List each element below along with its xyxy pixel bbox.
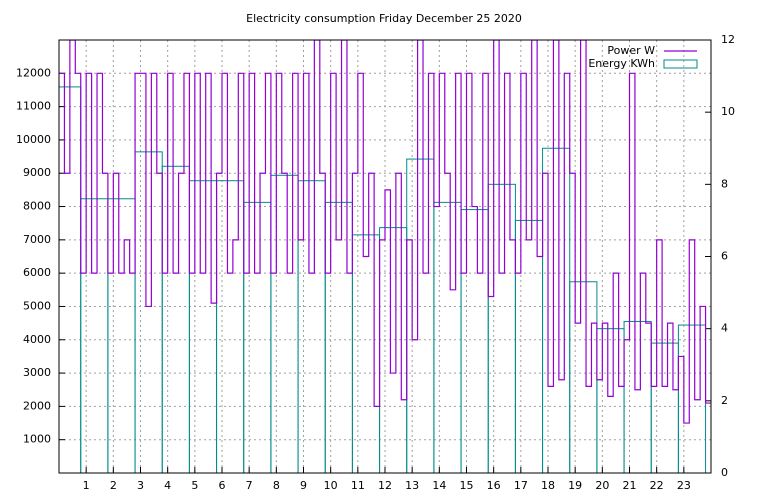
energy-box [324, 201, 353, 473]
y-tick-label: 7000 [23, 233, 51, 246]
energy-box [542, 147, 571, 473]
y-tick-label: 3000 [23, 366, 51, 379]
x-tick-label: 7 [246, 479, 253, 492]
energy-box [188, 180, 218, 473]
energy-box [596, 328, 625, 473]
energy-box [351, 234, 381, 473]
energy-box [297, 180, 326, 473]
energy-box [623, 320, 652, 473]
energy-box [677, 324, 707, 473]
x-tick-label: 6 [219, 479, 226, 492]
x-tick-label: 8 [273, 479, 280, 492]
x-tick-label: 16 [487, 479, 501, 492]
y-tick-label: 1000 [23, 433, 51, 446]
legend-label: Energy KWh [588, 57, 655, 70]
energy-box [460, 209, 489, 473]
x-tick-label: 12 [378, 479, 392, 492]
x-tick-label: 20 [595, 479, 609, 492]
energy-box [569, 281, 598, 473]
y-tick-label: 5000 [23, 299, 51, 312]
y-tick-label: 8000 [23, 200, 51, 213]
y2-tick-label: 12 [721, 33, 735, 46]
plot-border [58, 39, 712, 474]
x-tick-label: 18 [541, 479, 555, 492]
y2-tick-label: 0 [721, 466, 728, 479]
y-tick-label: 2000 [23, 399, 51, 412]
energy-box [134, 151, 163, 473]
x-tick-label: 15 [460, 479, 474, 492]
y-tick-label: 11000 [16, 100, 51, 113]
y2-tick-label: 4 [721, 322, 728, 335]
energy-box [650, 342, 679, 473]
x-tick-label: 17 [514, 479, 528, 492]
power-line [59, 40, 711, 424]
energy-box [379, 227, 408, 473]
energy-box [161, 165, 190, 473]
x-tick-label: 11 [351, 479, 365, 492]
energy-box [59, 86, 82, 473]
energy-box [270, 174, 299, 473]
x-tick-label: 13 [405, 479, 419, 492]
energy-box [216, 180, 245, 473]
x-tick-label: 9 [300, 479, 307, 492]
energy-box [433, 201, 462, 473]
x-tick-label: 4 [164, 479, 171, 492]
x-tick-label: 19 [568, 479, 582, 492]
x-tick-label: 5 [191, 479, 198, 492]
x-tick-label: 2 [110, 479, 117, 492]
energy-box [514, 219, 544, 473]
y2-tick-label: 8 [721, 177, 728, 190]
chart-title: Electricity consumption Friday December … [246, 12, 522, 25]
y-tick-label: 12000 [16, 66, 51, 79]
y-tick-label: 4000 [23, 333, 51, 346]
x-tick-label: 14 [432, 479, 446, 492]
legend-swatch [663, 59, 698, 69]
y-tick-label: 6000 [23, 266, 51, 279]
energy-box [487, 183, 516, 473]
x-tick-label: 23 [677, 479, 691, 492]
y2-tick-label: 6 [721, 250, 728, 263]
energy-box [243, 201, 272, 473]
y2-tick-label: 10 [721, 105, 735, 118]
x-tick-label: 21 [623, 479, 637, 492]
y-tick-label: 10000 [16, 133, 51, 146]
plot-area [59, 40, 711, 473]
x-tick-label: 10 [324, 479, 338, 492]
x-tick-label: 22 [650, 479, 664, 492]
y-tick-label: 9000 [23, 166, 51, 179]
x-tick-label: 3 [137, 479, 144, 492]
x-tick-label: 1 [83, 479, 90, 492]
y2-tick-label: 2 [721, 394, 728, 407]
legend-label: Power W [607, 44, 655, 57]
